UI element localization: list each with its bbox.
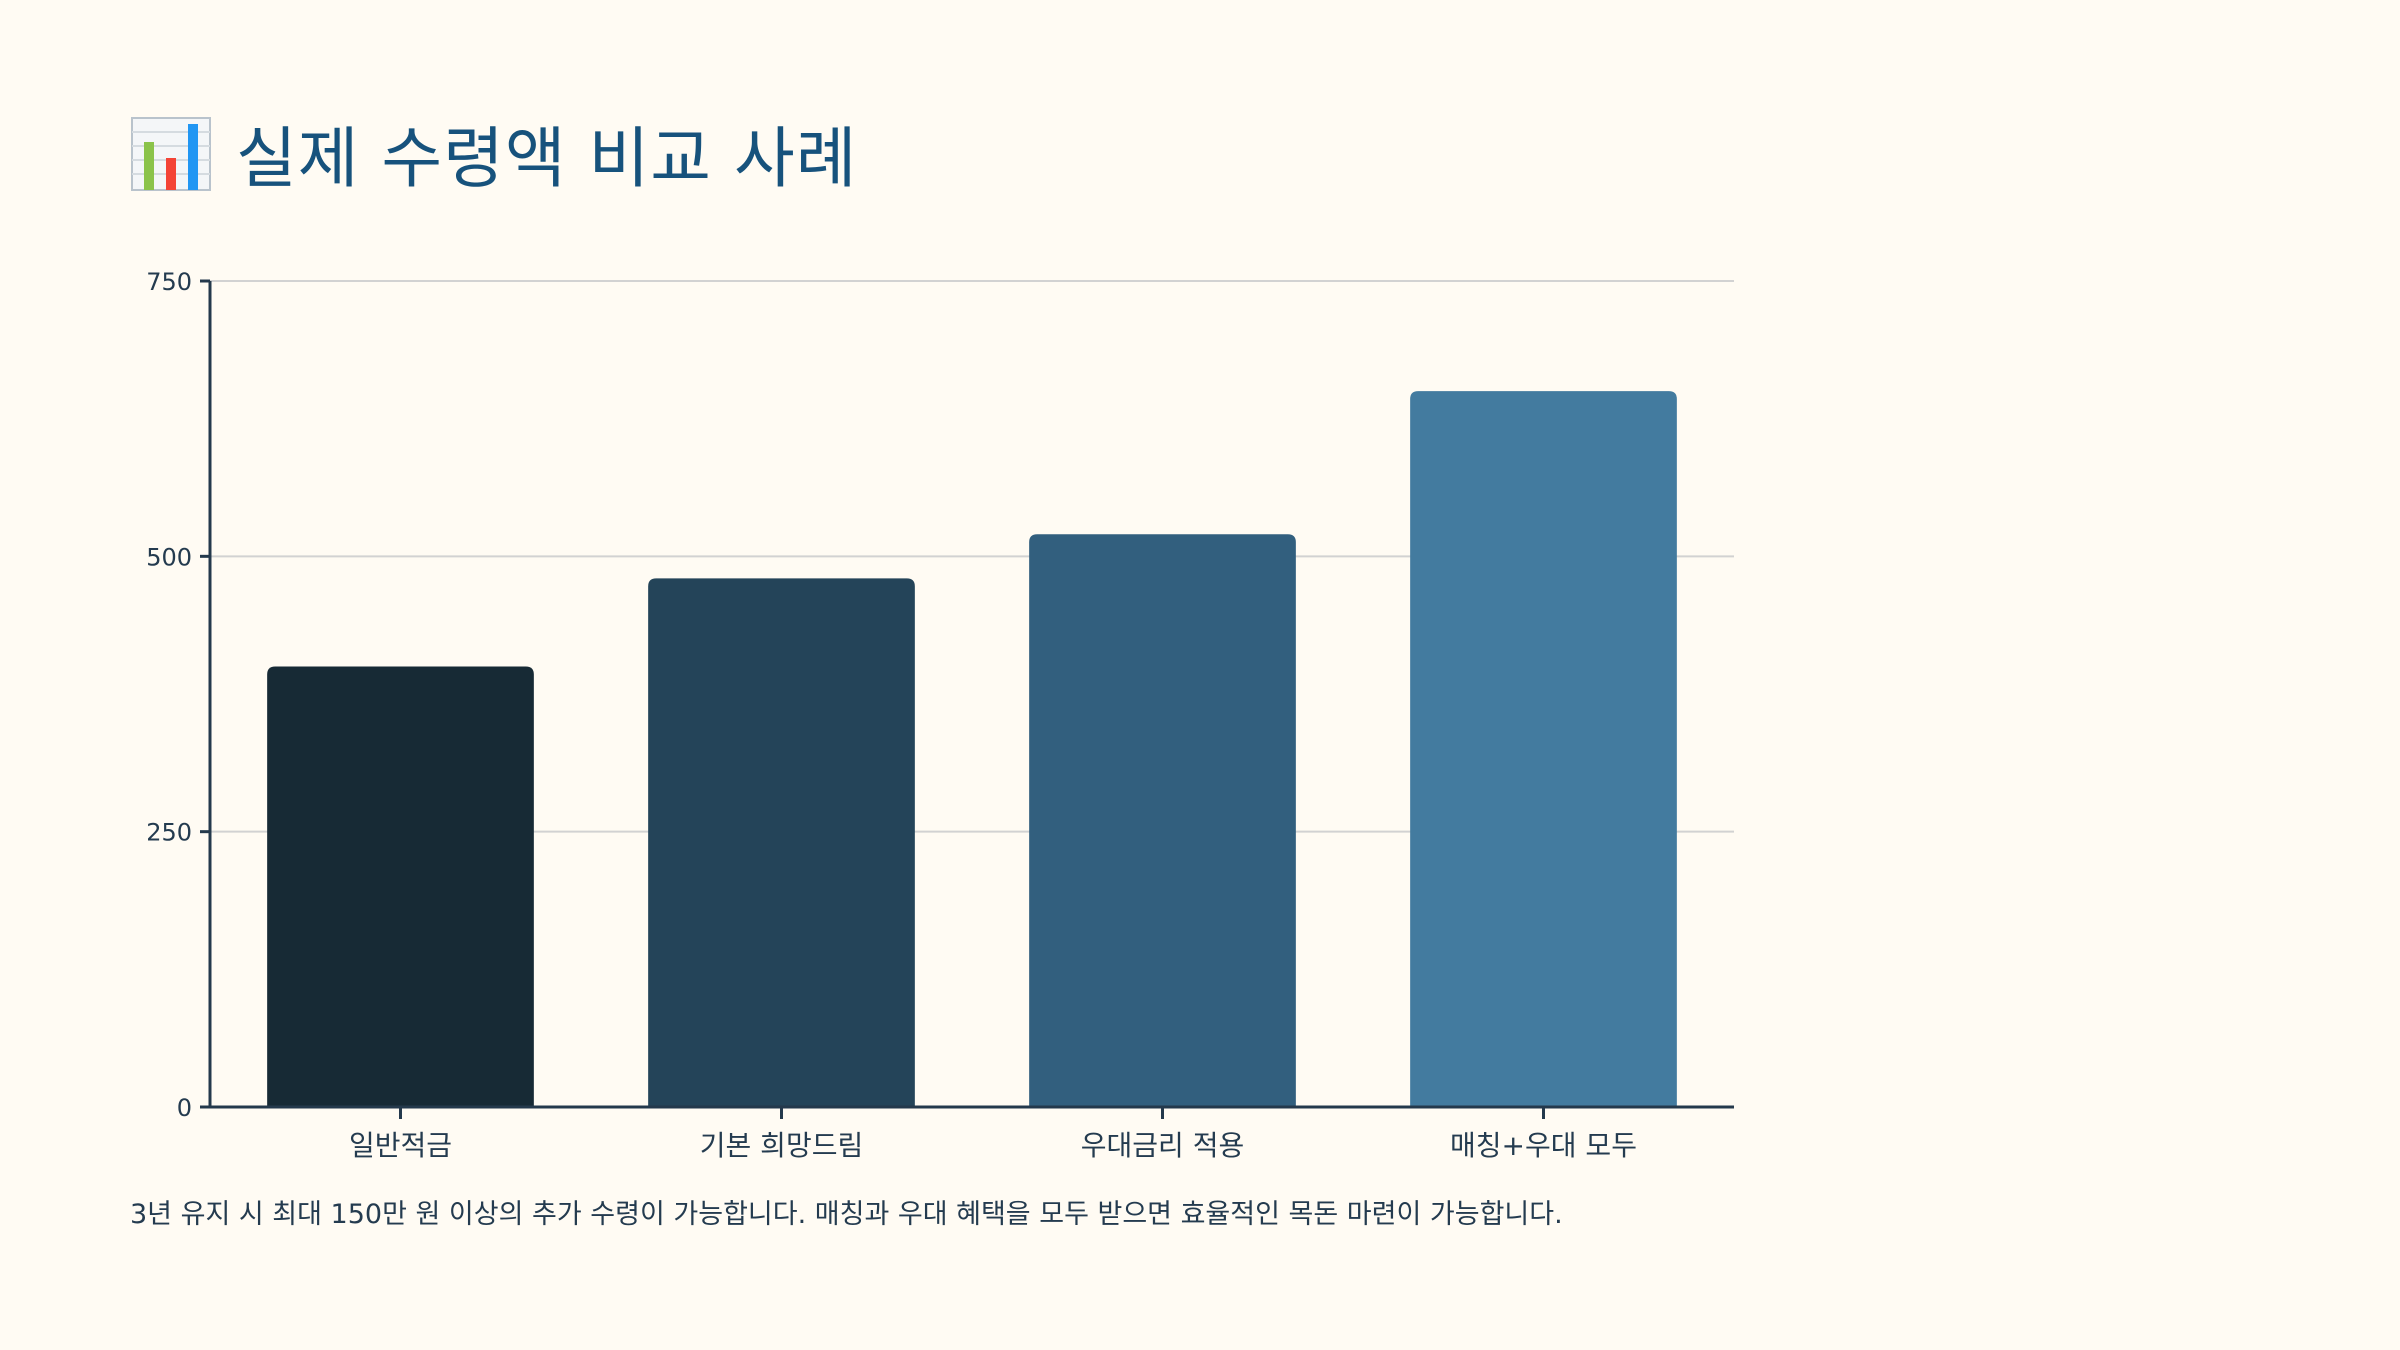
x-tick-label: 우대금리 적용 (1081, 1129, 1244, 1162)
x-tick-label: 기본 희망드림 (700, 1129, 863, 1162)
bar (1029, 534, 1296, 1107)
bar-chart-icon (131, 117, 211, 191)
bar (267, 666, 534, 1107)
x-tick-label: 일반적금 (349, 1129, 452, 1162)
bar (648, 578, 915, 1107)
bar (1410, 391, 1677, 1108)
y-tick-label: 0 (177, 1094, 192, 1122)
y-tick-label: 750 (146, 268, 192, 296)
page-title: 실제 수령액 비교 사례 (236, 120, 858, 197)
title-row: 실제 수령액 비교 사례 (130, 108, 857, 198)
footnote: 3년 유지 시 최대 150만 원 이상의 추가 수령이 가능합니다. 매칭과 … (130, 1199, 1563, 1230)
y-tick-label: 250 (146, 819, 192, 847)
x-tick-label: 매칭+우대 모두 (1450, 1129, 1637, 1162)
y-tick-label: 500 (146, 543, 192, 571)
